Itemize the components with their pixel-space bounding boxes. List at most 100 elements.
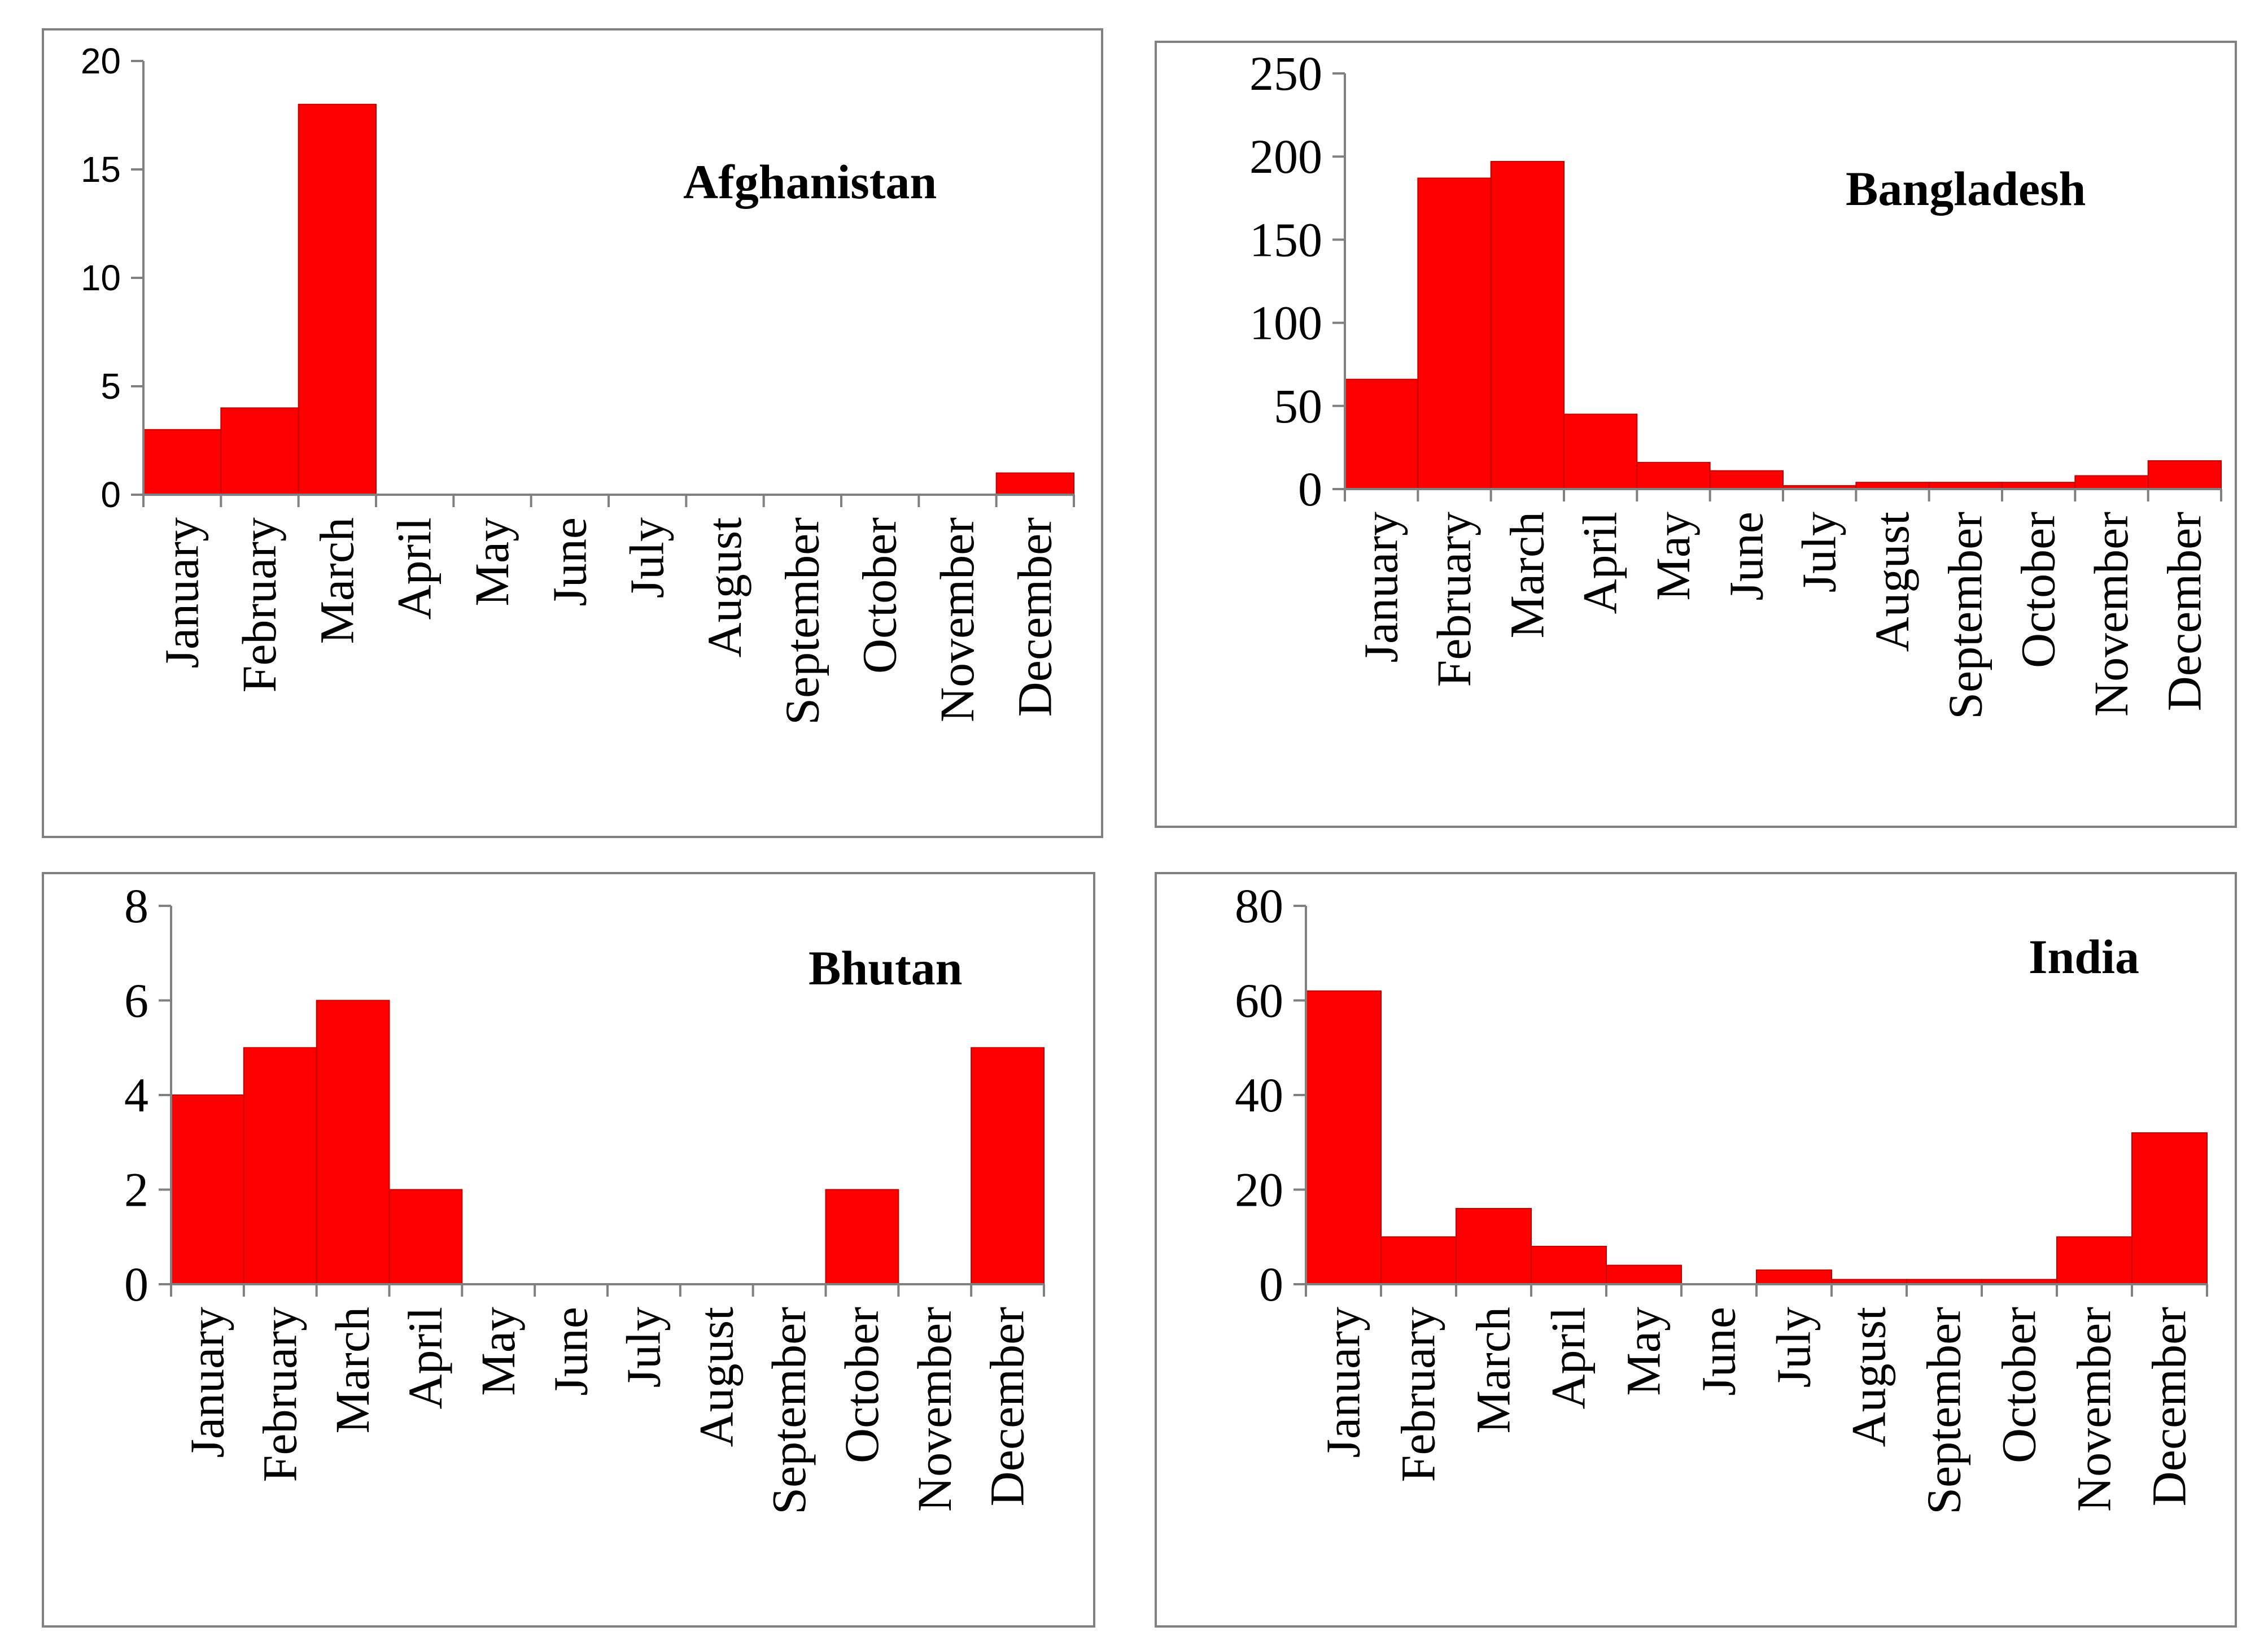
y-tick-label: 20 bbox=[1235, 1163, 1283, 1217]
x-tick-label-august: August bbox=[1842, 1307, 1896, 1447]
x-tick-label-june: June bbox=[1719, 512, 1773, 601]
x-tick-label-november: November bbox=[2067, 1307, 2121, 1512]
bar-february bbox=[220, 407, 299, 496]
y-tick-label: 200 bbox=[1249, 129, 1322, 184]
x-tick-label-may: May bbox=[1616, 1307, 1671, 1396]
x-tick-label-february: February bbox=[252, 1307, 307, 1482]
x-tick-label-december: December bbox=[2157, 512, 2211, 711]
y-tick-label: 0 bbox=[1298, 462, 1322, 516]
chart-title: Afghanistan bbox=[683, 155, 937, 209]
y-tick-label: 15 bbox=[81, 149, 121, 190]
x-tick-label-november: November bbox=[907, 1307, 962, 1512]
bar-march bbox=[1490, 161, 1565, 490]
bar-december bbox=[2147, 460, 2222, 490]
x-tick-label-january: January bbox=[180, 1307, 234, 1458]
x-tick-label-may: May bbox=[1646, 512, 1700, 601]
y-tick-label: 150 bbox=[1249, 212, 1322, 267]
x-tick-label-october: October bbox=[853, 517, 907, 674]
bar-april bbox=[1531, 1246, 1607, 1285]
bar-march bbox=[298, 103, 377, 496]
y-tick-label: 0 bbox=[1259, 1257, 1283, 1311]
x-tick-label-june: June bbox=[542, 517, 596, 607]
bar-december bbox=[971, 1047, 1045, 1285]
y-tick-label: 2 bbox=[124, 1163, 148, 1217]
y-tick-label: 20 bbox=[81, 41, 121, 81]
x-tick-label-october: October bbox=[2011, 512, 2065, 668]
chart-bhutan: 0 2 4 6 8 January February March April May June Jul… bbox=[124, 879, 1045, 1515]
x-tick-label-may: May bbox=[465, 517, 519, 607]
chart-panel-afghanistan: 0 5 10 15 20 January February March April May June… bbox=[42, 28, 1103, 838]
x-tick-label-january: January bbox=[1316, 1307, 1370, 1458]
x-tick-label-april: April bbox=[387, 517, 442, 620]
x-tick-label-july: July bbox=[616, 1307, 670, 1388]
x-tick-label-december: December bbox=[2142, 1307, 2196, 1506]
x-tick-label-august: August bbox=[1865, 512, 1919, 652]
x-tick-label-august: August bbox=[697, 517, 751, 658]
bar-may bbox=[1606, 1264, 1682, 1285]
bar-january bbox=[1305, 990, 1382, 1285]
chart-panel-india: 0 20 40 60 80 January February March April May Jun… bbox=[1155, 872, 2237, 1628]
y-tick-label: 50 bbox=[1274, 379, 1322, 433]
y-tick-label: 250 bbox=[1249, 46, 1322, 101]
x-tick-label-september: September bbox=[1938, 512, 1992, 719]
x-tick-label-march: March bbox=[1466, 1307, 1520, 1433]
bar-march bbox=[316, 1000, 390, 1285]
x-tick-label-february: February bbox=[1427, 512, 1481, 687]
y-tick-label: 100 bbox=[1249, 296, 1322, 350]
chart-india: 0 20 40 60 80 January February March April May Jun… bbox=[1235, 879, 2208, 1515]
chart-panel-bangladesh: 0 50 100 150 200 250 January February March April… bbox=[1155, 41, 2237, 828]
chart-bangladesh: 0 50 100 150 200 250 January February March April… bbox=[1249, 46, 2222, 719]
x-tick-label-march: March bbox=[325, 1307, 379, 1433]
x-tick-label-may: May bbox=[471, 1307, 525, 1396]
bar-may bbox=[1636, 461, 1711, 490]
bar-january bbox=[1344, 378, 1419, 490]
x-tick-label-september: September bbox=[1917, 1307, 1971, 1515]
bar-june bbox=[1709, 470, 1784, 490]
bar-january bbox=[171, 1094, 244, 1285]
x-tick-label-march: March bbox=[309, 517, 364, 644]
x-tick-label-january: January bbox=[155, 517, 209, 668]
x-tick-label-march: March bbox=[1500, 512, 1554, 638]
x-tick-label-september: September bbox=[762, 1307, 816, 1515]
x-tick-label-april: April bbox=[1573, 512, 1627, 614]
x-tick-label-january: January bbox=[1354, 512, 1408, 662]
y-tick-label: 60 bbox=[1235, 974, 1283, 1028]
x-tick-label-december: December bbox=[1007, 517, 1061, 717]
x-tick-label-april: April bbox=[398, 1307, 452, 1410]
chart-title: Bhutan bbox=[809, 941, 963, 995]
y-tick-label: 10 bbox=[81, 258, 121, 298]
x-tick-label-july: July bbox=[620, 517, 674, 598]
x-tick-label-november: November bbox=[930, 517, 984, 722]
y-tick-label: 40 bbox=[1235, 1068, 1283, 1122]
x-tick-label-june: June bbox=[544, 1307, 598, 1396]
chart-panel-bhutan: 0 2 4 6 8 January February March April May June Jul… bbox=[42, 872, 1095, 1628]
x-tick-label-june: June bbox=[1692, 1307, 1746, 1396]
bar-november bbox=[2074, 475, 2149, 490]
x-tick-label-july: July bbox=[1792, 512, 1846, 592]
y-tick-label: 4 bbox=[124, 1068, 148, 1122]
y-tick-label: 0 bbox=[100, 474, 121, 515]
bar-february bbox=[1380, 1236, 1457, 1285]
bar-july bbox=[1756, 1269, 1832, 1285]
chart-title: India bbox=[2029, 930, 2140, 984]
x-tick-label-february: February bbox=[1391, 1307, 1445, 1482]
x-tick-label-july: July bbox=[1767, 1307, 1821, 1388]
bar-february bbox=[243, 1047, 317, 1285]
chart-afghanistan: 0 5 10 15 20 January February March April May June… bbox=[81, 41, 1075, 725]
y-tick-label: 5 bbox=[100, 366, 121, 407]
x-tick-label-october: October bbox=[834, 1307, 889, 1463]
bar-december bbox=[995, 472, 1074, 495]
bar-february bbox=[1417, 177, 1492, 490]
bar-april bbox=[388, 1189, 463, 1285]
bar-april bbox=[1563, 413, 1638, 490]
y-tick-label: 6 bbox=[124, 974, 148, 1028]
x-tick-label-november: November bbox=[2084, 512, 2138, 717]
y-tick-label: 8 bbox=[124, 879, 148, 933]
x-tick-label-december: December bbox=[980, 1307, 1034, 1506]
x-tick-label-september: September bbox=[775, 517, 829, 725]
bar-october bbox=[825, 1189, 899, 1285]
bar-november bbox=[2056, 1236, 2132, 1285]
x-tick-label-april: April bbox=[1541, 1307, 1596, 1410]
bar-march bbox=[1456, 1208, 1532, 1285]
